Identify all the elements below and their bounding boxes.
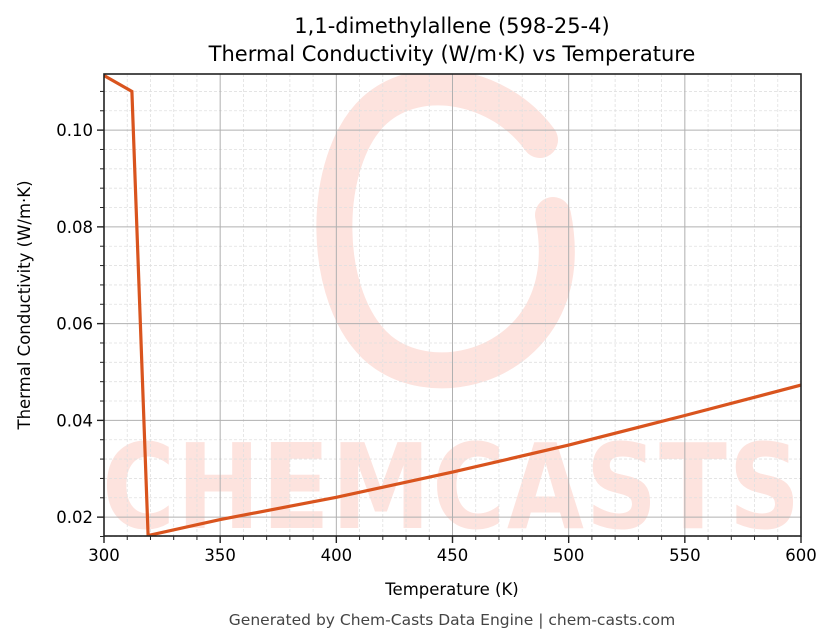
x-tick-label: 400 <box>321 546 353 565</box>
y-tick-label: 0.02 <box>56 508 93 527</box>
x-tick-label: 450 <box>437 546 469 565</box>
watermark-swirl-icon <box>316 74 575 389</box>
plot-area: CHEMCASTS <box>103 73 802 537</box>
x-tick-label: 500 <box>553 546 585 565</box>
y-tick-label: 0.08 <box>56 218 93 237</box>
chart-title-line2: Thermal Conductivity (W/m·K) vs Temperat… <box>208 42 696 66</box>
x-tick-label: 300 <box>88 546 120 565</box>
footer-credit: Generated by Chem-Casts Data Engine | ch… <box>229 611 675 629</box>
y-axis: 0.02 0.04 0.06 0.08 0.10 <box>56 90 104 537</box>
y-tick-label: 0.10 <box>56 121 93 140</box>
y-tick-label: 0.04 <box>56 411 93 430</box>
y-axis-label: Thermal Conductivity (W/m·K) <box>15 180 34 430</box>
x-axis: 300 350 400 450 500 550 600 <box>88 536 817 565</box>
x-tick-label: 350 <box>204 546 236 565</box>
y-tick-label: 0.06 <box>56 315 93 334</box>
chart-title-line1: 1,1-dimethylallene (598-25-4) <box>294 14 609 38</box>
x-tick-label: 550 <box>669 546 701 565</box>
major-grid <box>104 74 801 536</box>
x-tick-label: 600 <box>785 546 817 565</box>
x-axis-label: Temperature (K) <box>384 580 518 599</box>
thermal-conductivity-line <box>104 74 801 536</box>
